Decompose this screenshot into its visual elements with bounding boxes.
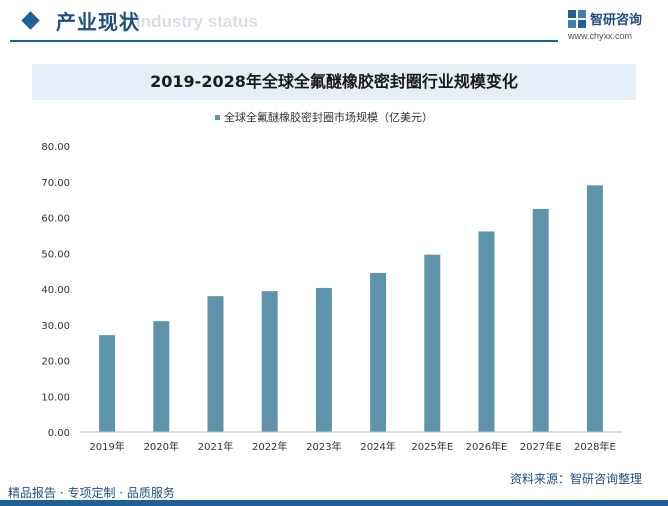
x-tick-label: 2021年 (198, 440, 233, 453)
bar (370, 272, 387, 432)
x-tick-label: 2026年E (466, 440, 508, 453)
x-tick-label: 2020年 (144, 440, 179, 453)
x-tick-label: 2027年E (520, 440, 562, 453)
section-title: 产业现状 (56, 10, 140, 34)
y-tick-label: 70.00 (41, 178, 70, 189)
bar (532, 208, 549, 432)
y-tick-label: 60.00 (41, 214, 70, 225)
chart-title: 2019-2028年全球全氟醚橡胶密封圈行业规模变化 (32, 64, 636, 100)
y-tick-label: 80.00 (41, 142, 70, 153)
footer-band (0, 500, 668, 506)
bar (424, 254, 441, 432)
footer-slogan: 精品报告 · 专项定制 · 品质服务 (8, 486, 175, 500)
legend-swatch (215, 115, 220, 120)
bar (153, 321, 170, 432)
source-note: 资料来源：智研咨询整理 (510, 472, 643, 486)
x-axis: 2019年 2020年 2021年 2022年 2023年 2024年 2025年E 2026… (80, 431, 622, 453)
legend-label: 全球全氟醚橡胶密封圈市场规模（亿美元） (224, 110, 433, 124)
y-axis: 0.00 10.00 20.00 30.00 40.00 50.00 60.00 70.00 8… (41, 142, 70, 439)
bar (315, 287, 332, 432)
y-tick-label: 50.00 (41, 249, 70, 260)
bar (586, 185, 603, 432)
bar (207, 296, 224, 432)
y-tick-label: 10.00 (41, 392, 70, 403)
chart-legend: 全球全氟醚橡胶密封圈市场规模（亿美元） (215, 110, 433, 124)
brand-logo-icon (568, 10, 586, 28)
x-tick-label: 2024年 (360, 440, 395, 453)
header-divider (10, 40, 558, 42)
y-tick-label: 30.00 (41, 321, 70, 332)
page-header: Industry status 产业现状 智研咨询 www.chyxx.com (0, 0, 668, 44)
x-tick-label: 2019年 (89, 440, 124, 453)
x-tick-label: 2023年 (306, 440, 341, 453)
brand-block: 智研咨询 www.chyxx.com (568, 8, 664, 44)
y-tick-label: 40.00 (41, 285, 70, 296)
bar (99, 335, 116, 432)
bars (99, 185, 603, 432)
header-ghost-text: Industry status (136, 12, 258, 31)
x-tick-label: 2028年E (574, 440, 616, 453)
brand-name: 智研咨询 (590, 13, 643, 28)
bar (261, 291, 278, 432)
y-tick-label: 0.00 (48, 428, 70, 439)
bar (478, 231, 495, 432)
x-tick-label: 2025年E (411, 440, 453, 453)
y-tick-label: 20.00 (41, 357, 70, 368)
x-tick-label: 2022年 (252, 440, 287, 453)
brand-url: www.chyxx.com (568, 31, 633, 41)
